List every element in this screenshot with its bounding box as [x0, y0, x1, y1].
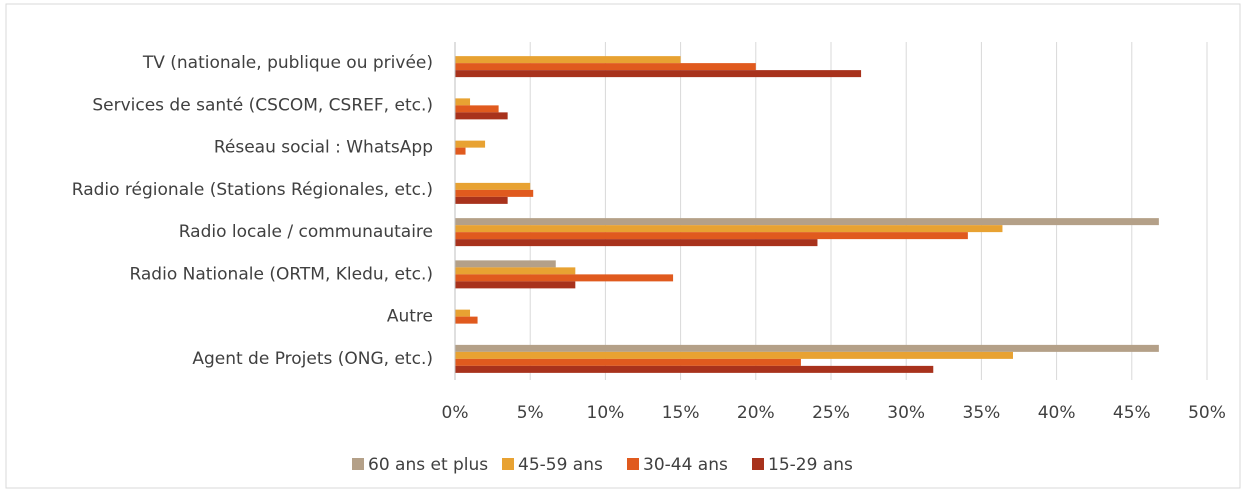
legend-swatch [752, 458, 764, 470]
x-tick-label: 10% [587, 403, 625, 423]
bar [455, 239, 818, 247]
bar [455, 365, 934, 373]
bar [455, 56, 681, 64]
y-tick-label: Radio Nationale (ORTM, Kledu, etc.) [129, 264, 433, 284]
bar [455, 105, 499, 113]
y-tick-label: TV (nationale, publique ou privée) [142, 53, 433, 73]
y-tick-label: Réseau social : WhatsApp [214, 138, 433, 158]
legend-swatch [352, 458, 364, 470]
x-tick-label: 50% [1188, 403, 1226, 423]
x-tick-label: 15% [662, 403, 700, 423]
x-tick-label: 45% [1113, 403, 1151, 423]
bar [455, 225, 1003, 233]
x-tick-label: 35% [963, 403, 1001, 423]
bar [455, 309, 471, 317]
x-tick-label: 5% [517, 403, 544, 423]
x-tick-label: 20% [737, 403, 775, 423]
x-tick-label: 40% [1038, 403, 1076, 423]
bar [455, 196, 508, 204]
legend-label: 45-59 ans [518, 455, 603, 475]
bar [455, 358, 801, 366]
y-tick-label: Autre [387, 307, 433, 327]
y-tick-label: Radio régionale (Stations Régionales, et… [72, 180, 433, 200]
bar [455, 260, 556, 268]
bar [455, 351, 1013, 359]
bar [455, 63, 756, 71]
bar [455, 189, 534, 197]
x-tick-label: 30% [887, 403, 925, 423]
bar [455, 344, 1159, 352]
legend-label: 30-44 ans [643, 455, 728, 475]
legend-swatch [502, 458, 514, 470]
bar [455, 147, 466, 155]
x-tick-label: 25% [812, 403, 850, 423]
y-tick-label: Radio locale / communautaire [179, 222, 433, 242]
bar [455, 218, 1159, 226]
bar [455, 267, 576, 275]
y-tick-label: Agent de Projets (ONG, etc.) [192, 349, 433, 369]
bar [455, 98, 471, 106]
bar [455, 70, 862, 78]
bar [455, 140, 486, 148]
bar [455, 182, 531, 190]
bar [455, 316, 478, 324]
legend-label: 15-29 ans [768, 455, 853, 475]
bar [455, 112, 508, 120]
bar [455, 232, 968, 240]
bar [455, 281, 576, 289]
bar [455, 274, 674, 282]
x-tick-label: 0% [442, 403, 469, 423]
y-tick-label: Services de santé (CSCOM, CSREF, etc.) [92, 95, 433, 115]
legend-swatch [627, 458, 639, 470]
legend-label: 60 ans et plus [368, 455, 488, 475]
